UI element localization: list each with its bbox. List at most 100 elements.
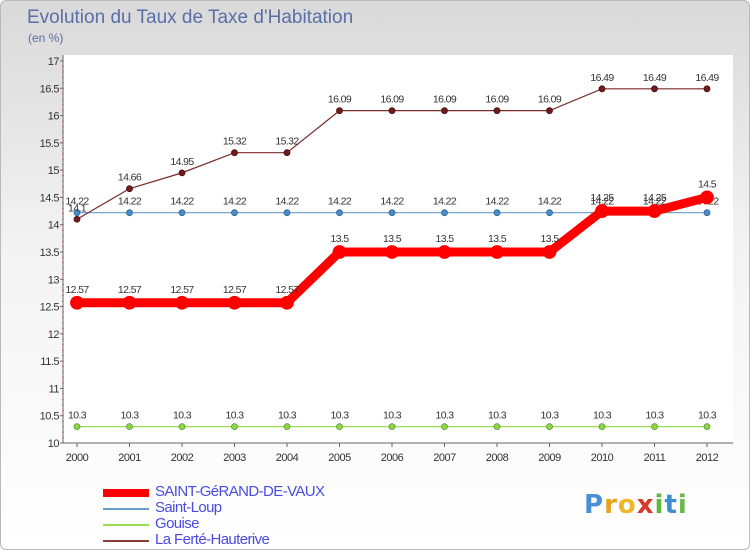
- data-point: [388, 209, 396, 217]
- data-label: 14.22: [65, 196, 89, 208]
- data-point: [178, 169, 186, 177]
- logo-letter: i: [654, 490, 665, 520]
- data-label: 13.5: [488, 233, 507, 245]
- data-label: 13.5: [330, 233, 349, 245]
- data-point: [703, 423, 711, 431]
- data-label: 14.22: [538, 196, 562, 208]
- data-label: 10.3: [120, 410, 139, 422]
- data-label: 14.22: [380, 196, 404, 208]
- x-tick-label: 2005: [328, 452, 351, 464]
- x-tick-label: 2012: [696, 452, 719, 464]
- x-tick-label: 2008: [486, 452, 509, 464]
- y-tick-label: 10: [48, 438, 60, 450]
- data-point: [700, 190, 714, 205]
- data-label: 16.09: [433, 94, 457, 106]
- data-point: [336, 423, 343, 431]
- logo-letter: r: [604, 490, 618, 520]
- data-point: [126, 423, 133, 431]
- data-label: 14.22: [170, 196, 194, 208]
- data-label: 14.22: [328, 196, 352, 208]
- data-point: [388, 107, 396, 115]
- y-tick-label: 11: [49, 383, 60, 395]
- legend-swatch: [103, 508, 149, 510]
- data-point: [441, 209, 448, 217]
- data-label: 14.66: [118, 172, 142, 184]
- data-label: 14.5: [698, 178, 717, 190]
- x-tick-label: 2003: [223, 452, 246, 464]
- legend-swatch: [103, 524, 149, 526]
- data-point: [336, 107, 343, 115]
- x-tick-label: 2002: [171, 452, 194, 464]
- data-label: 12.57: [65, 284, 89, 296]
- data-label: 13.5: [383, 233, 402, 245]
- y-tick-label: 15.5: [40, 138, 60, 150]
- data-point: [227, 295, 242, 310]
- data-point: [546, 423, 553, 431]
- data-point: [73, 209, 81, 217]
- legend-label: SAINT-GéRAND-DE-VAUX: [155, 483, 325, 500]
- data-point: [332, 245, 347, 259]
- data-label: 14.25: [590, 192, 614, 204]
- data-point: [598, 85, 606, 93]
- data-point: [283, 209, 291, 217]
- data-point: [122, 295, 137, 310]
- x-tick-label: 2001: [118, 452, 141, 464]
- data-point: [546, 107, 553, 115]
- chart-title: Evolution du Taux de Taxe d'Habitation: [27, 7, 354, 28]
- data-label: 10.3: [698, 410, 717, 422]
- data-label: 14.25: [643, 192, 667, 204]
- y-tick-label: 14: [48, 220, 60, 232]
- y-tick-label: 15: [48, 165, 60, 177]
- data-point: [70, 295, 84, 310]
- data-point: [336, 209, 343, 217]
- data-label: 16.09: [328, 94, 352, 106]
- data-point: [493, 107, 501, 115]
- data-label: 16.49: [590, 72, 614, 84]
- data-label: 10.3: [540, 410, 559, 422]
- data-label: 15.32: [275, 136, 299, 148]
- data-label: 14.22: [485, 196, 509, 208]
- y-tick-label: 12: [48, 329, 60, 341]
- unit-label: (en %): [28, 31, 64, 45]
- y-tick-label: 17: [48, 56, 60, 68]
- data-label: 10.3: [68, 410, 87, 422]
- legend-label: Gouise: [155, 515, 200, 532]
- data-label: 16.49: [643, 72, 667, 84]
- x-tick-label: 2009: [538, 452, 561, 464]
- data-point: [231, 423, 238, 431]
- y-tick-label: 16.5: [40, 83, 60, 95]
- data-label: 13.5: [435, 233, 454, 245]
- y-tick-label: 11.5: [40, 356, 59, 368]
- data-point: [388, 423, 396, 431]
- legend-label: Saint-Loup: [155, 499, 222, 516]
- data-point: [651, 423, 658, 431]
- data-point: [493, 423, 501, 431]
- data-label: 14.95: [170, 156, 194, 168]
- data-point: [126, 209, 133, 217]
- data-point: [441, 423, 448, 431]
- data-label: 12.57: [118, 284, 142, 296]
- y-tick-label: 10.5: [40, 411, 60, 423]
- x-tick-label: 2011: [644, 452, 666, 464]
- legend-swatch: [103, 540, 149, 542]
- data-point: [178, 423, 186, 431]
- y-tick-label: 14.5: [40, 192, 60, 204]
- y-tick-label: 16: [48, 111, 60, 123]
- data-label: 10.3: [225, 410, 244, 422]
- data-point: [595, 204, 609, 218]
- data-label: 10.3: [173, 410, 192, 422]
- x-tick-label: 2007: [433, 452, 456, 464]
- data-label: 16.49: [695, 72, 719, 84]
- data-label: 10.3: [330, 410, 349, 422]
- data-label: 10.3: [488, 410, 507, 422]
- data-label: 10.3: [435, 410, 454, 422]
- data-point: [651, 85, 658, 93]
- y-tick-label: 12.5: [40, 302, 60, 314]
- data-label: 12.57: [223, 284, 247, 296]
- data-point: [703, 85, 711, 93]
- y-tick-label: 13.5: [40, 247, 60, 259]
- data-label: 14.1: [68, 202, 87, 214]
- logo-letter: t: [664, 490, 678, 520]
